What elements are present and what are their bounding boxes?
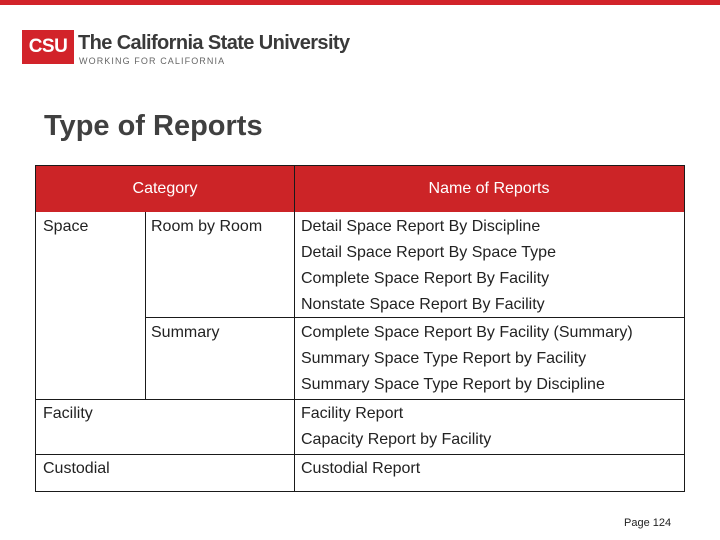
reports-custodial: Custodial Report bbox=[301, 456, 420, 482]
category-custodial: Custodial bbox=[43, 460, 110, 477]
subcategory-summary: Summary bbox=[151, 324, 220, 341]
reports-room-by-room: Detail Space Report By Discipline Detail… bbox=[301, 214, 556, 318]
reports-summary: Complete Space Report By Facility (Summa… bbox=[301, 320, 633, 398]
list-item: Facility Report bbox=[301, 405, 404, 422]
divider-space-facility bbox=[36, 399, 684, 400]
category-facility: Facility bbox=[43, 405, 93, 422]
logo-tagline: WORKING FOR CALIFORNIA bbox=[79, 56, 226, 66]
list-item: Detail Space Report By Discipline bbox=[301, 218, 541, 235]
list-item: Summary Space Type Report by Facility bbox=[301, 350, 587, 367]
list-item: Nonstate Space Report By Facility bbox=[301, 296, 545, 313]
logo-title: The California State University bbox=[78, 32, 350, 54]
list-item: Capacity Report by Facility bbox=[301, 431, 492, 448]
reports-table: Category Name of Reports Space Room by R… bbox=[35, 165, 685, 492]
reports-facility: Facility Report Capacity Report by Facil… bbox=[301, 401, 491, 453]
divider-facility-custodial bbox=[36, 454, 684, 455]
list-item: Summary Space Type Report by Discipline bbox=[301, 376, 605, 393]
list-item: Custodial Report bbox=[301, 460, 421, 477]
subcategory-room-by-room: Room by Room bbox=[151, 218, 263, 235]
divider-room-summary bbox=[145, 317, 684, 318]
page-number: Page 124 bbox=[624, 517, 672, 529]
category-space: Space bbox=[43, 218, 89, 235]
top-accent-bar bbox=[0, 0, 720, 5]
divider-subcategory-column bbox=[145, 212, 146, 399]
header-category: Category bbox=[132, 180, 198, 197]
header-name-of-reports: Name of Reports bbox=[428, 180, 550, 197]
divider-reports-column bbox=[294, 166, 295, 491]
page-title: Type of Reports bbox=[44, 110, 263, 142]
list-item: Complete Space Report By Facility (Summa… bbox=[301, 324, 633, 341]
list-item: Complete Space Report By Facility bbox=[301, 270, 550, 287]
table-header: Category Name of Reports bbox=[36, 166, 684, 212]
csu-logo-mark: CSU bbox=[22, 30, 74, 64]
list-item: Detail Space Report By Space Type bbox=[301, 244, 556, 261]
